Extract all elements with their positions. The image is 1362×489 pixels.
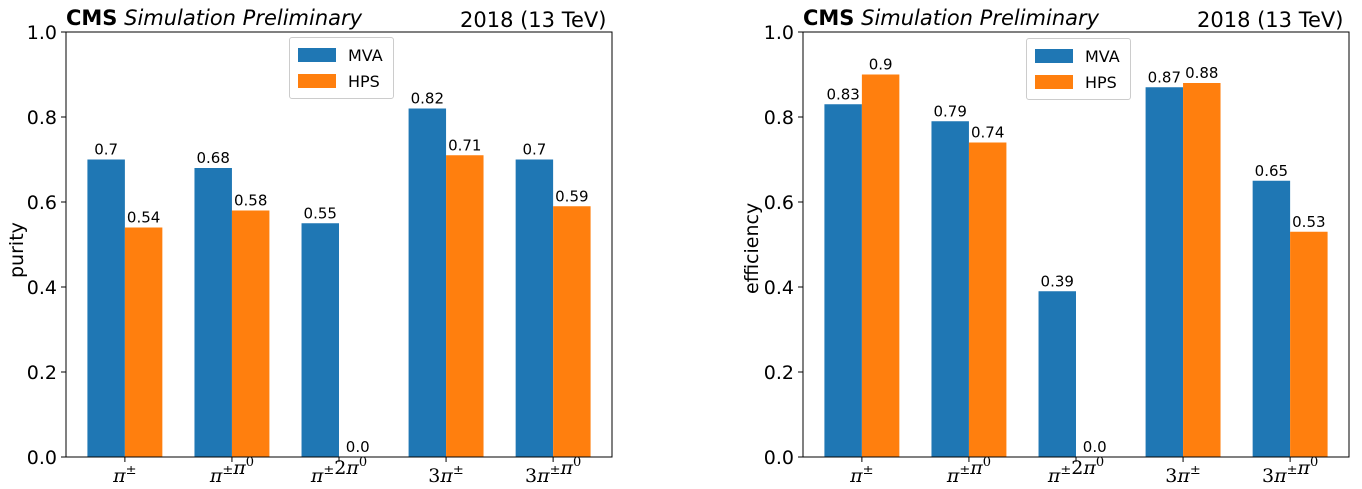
data-label-mva: 0.7	[522, 141, 546, 159]
y-tick-label: 0.6	[27, 192, 57, 214]
data-label-mva: 0.82	[411, 90, 444, 108]
y-axis-label: efficiency	[741, 202, 763, 294]
bar-mva	[515, 159, 554, 457]
bar-hps	[861, 74, 900, 457]
legend-swatch-hps	[1035, 75, 1073, 89]
y-tick-label: 1.0	[27, 22, 57, 44]
cms-label: CMS	[803, 6, 855, 30]
x-tick-label: π±π0	[946, 455, 991, 487]
cms-label: CMS	[66, 6, 118, 30]
bar-mva	[408, 108, 447, 457]
bar-mva	[824, 104, 862, 457]
x-tick-label: π±	[849, 463, 873, 487]
legend-swatch-mva	[1035, 49, 1073, 63]
y-tick-label: 0.4	[764, 277, 794, 299]
data-label-mva: 0.83	[826, 85, 859, 103]
x-tick-label: 3π±π0	[1262, 455, 1318, 487]
legend-label-mva: MVA	[348, 45, 383, 65]
y-tick-label: 0.0	[764, 447, 794, 469]
data-label-hps: 0.71	[448, 136, 481, 154]
y-axis-label: purity	[6, 222, 28, 278]
y-tick-label: 0.8	[764, 107, 794, 129]
bar-hps	[968, 142, 1007, 457]
purity-panel: CMS Simulation Preliminary 2018 (13 TeV)…	[6, 6, 613, 487]
data-label-hps: 0.54	[127, 209, 160, 227]
data-label-hps: 0.0	[1083, 438, 1107, 456]
legend-swatch-hps	[298, 74, 336, 88]
legend-label-hps: HPS	[1085, 72, 1117, 92]
data-label-hps: 0.59	[555, 187, 588, 205]
cms-header: CMS Simulation Preliminary	[66, 6, 362, 30]
data-label-hps: 0.0	[346, 438, 370, 456]
y-tick-label: 1.0	[764, 22, 794, 44]
data-label-hps: 0.74	[971, 124, 1004, 142]
status-label: Simulation Preliminary	[861, 6, 1100, 30]
efficiency-bar-chart: 0.83 0.79 0.39 0.87 0.65 0.9 0.74 0.0 0.88 0.53 0.…	[764, 22, 1350, 487]
legend: MVA HPS	[1026, 38, 1131, 100]
y-tick-label: 0.2	[27, 362, 57, 384]
y-tick-label: 0.2	[764, 362, 794, 384]
bar-mva	[1252, 180, 1291, 457]
data-label-mva: 0.39	[1041, 272, 1074, 290]
data-label-mva: 0.87	[1148, 68, 1181, 86]
data-label-hps: 0.88	[1185, 64, 1218, 82]
data-label-hps: 0.53	[1292, 213, 1325, 231]
bar-mva	[301, 223, 339, 457]
bar-hps	[1183, 83, 1221, 457]
bar-mva	[87, 159, 125, 457]
legend-item-mva: MVA	[298, 42, 383, 68]
bar-hps	[124, 227, 163, 457]
legend-item-hps: HPS	[1035, 69, 1120, 95]
data-label-mva: 0.55	[304, 204, 337, 222]
purity-bar-chart: 0.7 0.68 0.55 0.82 0.7 0.54 0.58 0.0 0.71 0.59 0.0…	[27, 22, 613, 487]
legend-label-hps: HPS	[348, 71, 380, 91]
data-label-mva: 0.65	[1255, 162, 1288, 180]
x-tick-label: π±π0	[209, 455, 254, 487]
x-tick-label: π±2π0	[310, 455, 367, 487]
x-tick-label: π±	[112, 463, 136, 487]
legend-item-hps: HPS	[298, 68, 383, 94]
bar-mva	[1145, 87, 1184, 457]
data-label-mva: 0.7	[94, 141, 118, 159]
y-tick-label: 0.4	[27, 277, 57, 299]
status-label: Simulation Preliminary	[124, 6, 363, 30]
y-tick-label: 0.8	[27, 107, 57, 129]
efficiency-panel: CMS Simulation Preliminary 2018 (13 TeV)…	[681, 0, 1362, 489]
bar-hps	[553, 206, 591, 457]
data-label-mva: 0.79	[934, 102, 967, 120]
x-tick-label: 3π±	[428, 463, 464, 487]
legend-label-mva: MVA	[1085, 46, 1120, 66]
legend-item-mva: MVA	[1035, 43, 1120, 69]
bar-hps	[231, 210, 270, 457]
energy-label: 2018 (13 TeV)	[460, 8, 607, 32]
y-tick-label: 0.6	[764, 192, 794, 214]
legend: MVA HPS	[289, 37, 394, 99]
energy-label: 2018 (13 TeV)	[1197, 8, 1344, 32]
data-label-mva: 0.68	[197, 149, 230, 167]
bar-hps	[446, 155, 484, 457]
bar-hps	[1290, 231, 1328, 457]
cms-header: CMS Simulation Preliminary	[803, 6, 1099, 30]
data-label-hps: 0.58	[234, 192, 267, 210]
data-label-hps: 0.9	[869, 56, 893, 74]
y-tick-label: 0.0	[27, 447, 57, 469]
legend-swatch-mva	[298, 48, 336, 62]
x-tick-label: 3π±	[1165, 463, 1201, 487]
bar-mva	[931, 121, 969, 457]
bar-mva	[194, 168, 232, 457]
bar-mva	[1038, 291, 1076, 457]
x-tick-label: 3π±π0	[525, 455, 581, 487]
x-tick-label: π±2π0	[1047, 455, 1104, 487]
